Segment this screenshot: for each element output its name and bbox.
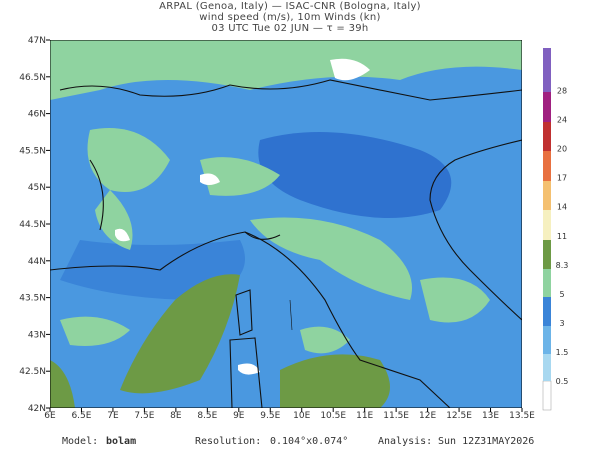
- lon-label: 11.5E: [383, 411, 409, 421]
- header-line: wind speed (m/s), 10m Winds (kn): [199, 12, 380, 23]
- colorbar-label: 11: [557, 232, 567, 241]
- lon-label: 10E: [293, 411, 310, 421]
- lon-label: 6.5E: [71, 411, 91, 421]
- header-line: ARPAL (Genoa, Italy) — ISAC-CNR (Bologna…: [159, 1, 421, 12]
- colorbar-label: 17: [557, 174, 567, 183]
- footer-label: Model:: [62, 436, 98, 447]
- lat-label: 42.5N: [19, 367, 46, 377]
- lat-label: 43.5N: [19, 294, 46, 304]
- footer-value: Sun 12Z31MAY2026: [438, 436, 534, 447]
- colorbar-label: 14: [557, 203, 567, 212]
- lon-label: 13.5E: [509, 411, 535, 421]
- footer-label: Analysis:: [378, 436, 432, 447]
- lat-label: 47N: [28, 36, 46, 46]
- lat-label: 42N: [28, 404, 46, 414]
- lon-label: 12E: [419, 411, 436, 421]
- colorbar-label: 3: [559, 319, 564, 328]
- header-line: 03 UTC Tue 02 JUN — τ = 39h: [211, 23, 368, 34]
- lat-label: 45N: [28, 183, 46, 193]
- lon-label: 11E: [356, 411, 373, 421]
- lon-label: 6E: [44, 411, 56, 421]
- lat-label: 44N: [28, 257, 46, 267]
- lat-label: 45.5N: [19, 146, 46, 156]
- lon-label: 10.5E: [320, 411, 346, 421]
- footer-label: Resolution:: [195, 436, 261, 447]
- lon-label: 8.5E: [197, 411, 217, 421]
- colorbar-label: 1.5: [556, 348, 569, 357]
- lon-label: 13E: [482, 411, 499, 421]
- footer-value: bolam: [106, 436, 136, 447]
- map-field: [50, 40, 522, 408]
- lon-label: 7.5E: [134, 411, 154, 421]
- colorbar: [542, 48, 552, 411]
- lon-label: 7E: [107, 411, 119, 421]
- lat-label: 43N: [28, 330, 46, 340]
- footer-value: 0.104°x0.074°: [270, 436, 348, 447]
- lon-label: 12.5E: [446, 411, 472, 421]
- lon-label: 9E: [233, 411, 245, 421]
- colorbar-label: 20: [557, 145, 567, 154]
- colorbar-label: 24: [557, 116, 567, 125]
- colorbar-label: 8.3: [556, 261, 569, 270]
- lon-label: 9.5E: [260, 411, 280, 421]
- lat-label: 46N: [28, 110, 46, 120]
- lat-label: 44.5N: [19, 220, 46, 230]
- lat-label: 46.5N: [19, 73, 46, 83]
- lon-label: 8E: [170, 411, 182, 421]
- colorbar-label: 0.5: [556, 377, 569, 386]
- colorbar-label: 28: [557, 87, 567, 96]
- colorbar-label: 5: [559, 290, 564, 299]
